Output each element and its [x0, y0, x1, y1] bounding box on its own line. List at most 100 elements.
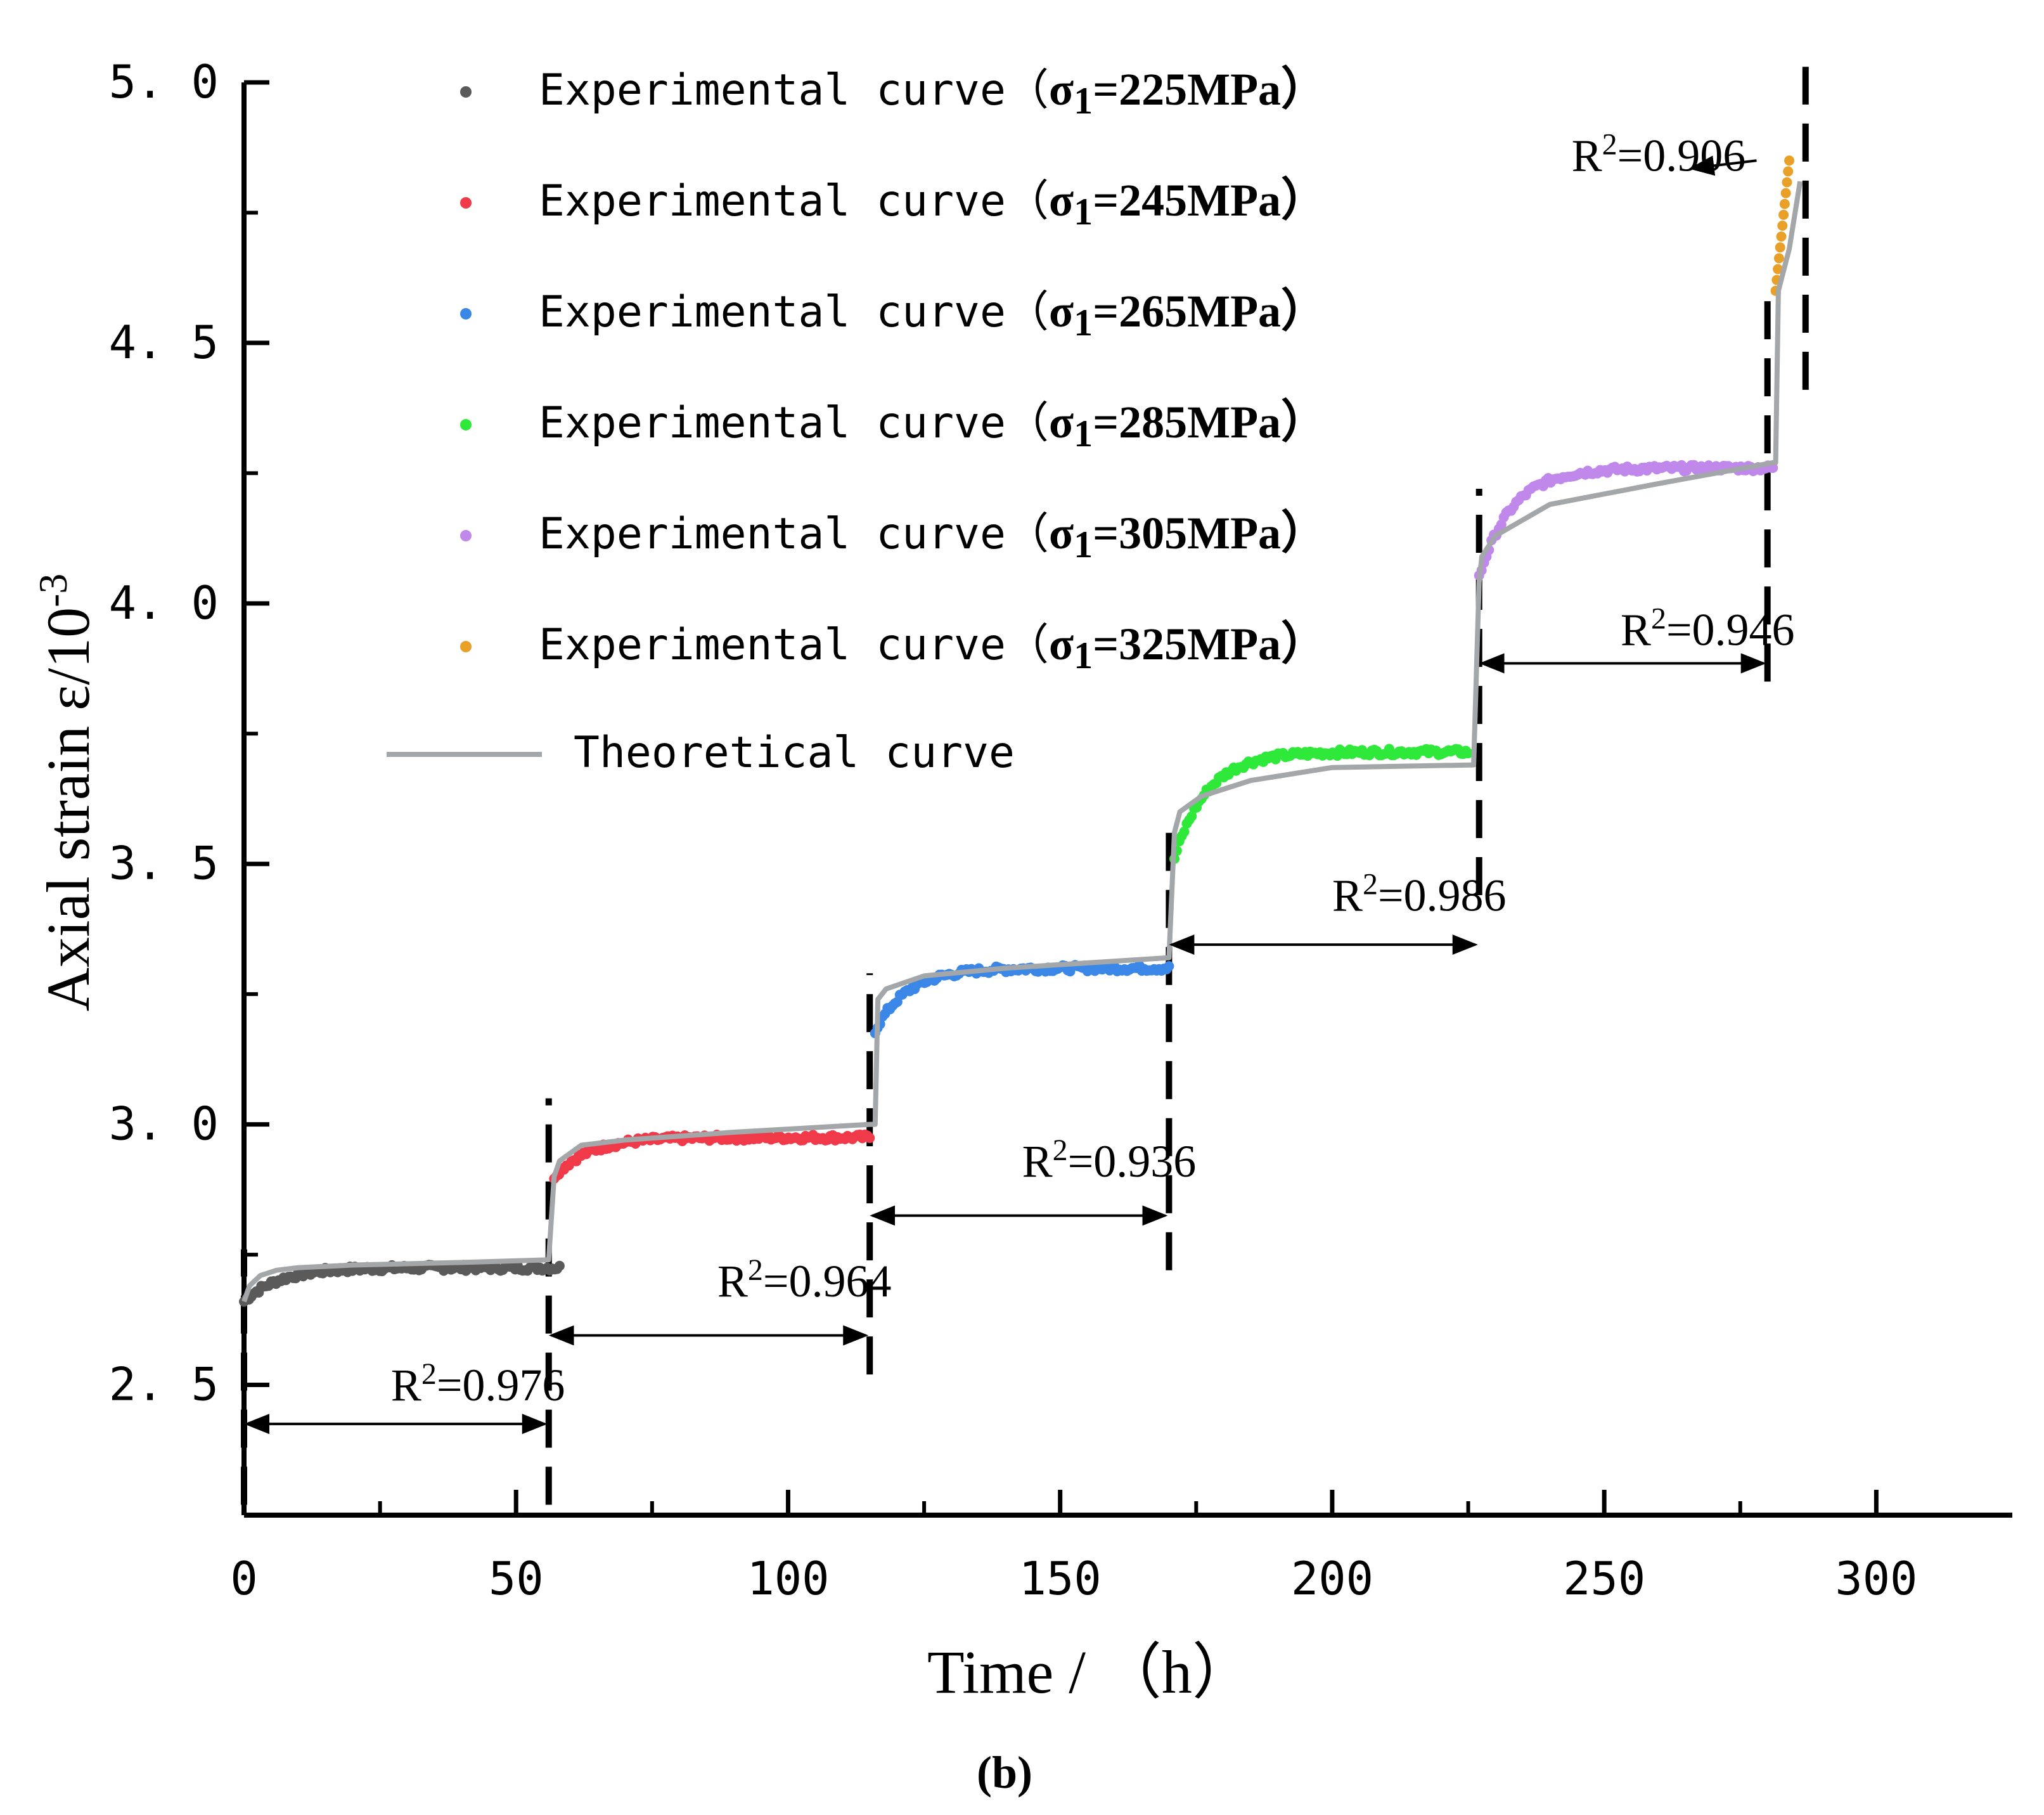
- data-point: [1775, 242, 1785, 253]
- data-point: [1778, 209, 1789, 220]
- data-point: [1783, 166, 1794, 177]
- data-point: [1780, 188, 1791, 198]
- r2-label: R2=0.946: [1621, 602, 1795, 656]
- x-tick-label: 100: [747, 1552, 829, 1605]
- legend-label-prefix: Experimental curve（: [539, 509, 1049, 559]
- legend-label-prefix: Experimental curve（: [539, 620, 1049, 670]
- r2-value: =0.906: [1617, 131, 1746, 181]
- r2-annotation-3: R2=0.936: [870, 1133, 1197, 1226]
- data-point: [1776, 231, 1787, 242]
- r2-symbol: R: [1621, 605, 1651, 656]
- pointer-arrow: [1688, 155, 1757, 176]
- legend-label-prefix: Experimental curve（: [539, 65, 1049, 115]
- legend-label-subscript: 1: [1074, 191, 1093, 233]
- legend-item-3: Experimental curve（σ1=265MPa）: [460, 286, 1327, 344]
- x-axis-title: Time / （h）: [927, 1638, 1253, 1706]
- legend-item-5: Experimental curve（σ1=305MPa）: [460, 508, 1327, 565]
- data-point: [1784, 155, 1795, 166]
- legend: Experimental curve（σ1=225MPa）Experimenta…: [387, 64, 1327, 778]
- legend-marker: [460, 530, 472, 541]
- r2-exponent: 2: [1651, 602, 1666, 635]
- legend-item-2: Experimental curve（σ1=245MPa）: [460, 175, 1327, 233]
- series-4: [1169, 744, 1474, 864]
- r2-annotation-2: R2=0.964: [548, 1253, 892, 1346]
- r2-label: R2=0.906: [1572, 127, 1746, 181]
- legend-marker: [460, 419, 472, 430]
- legend-label-sigma: σ: [1049, 175, 1074, 226]
- r2-value: =0.964: [763, 1256, 892, 1307]
- legend-label-sigma: σ: [1049, 286, 1074, 337]
- r2-annotations: R2=0.976R2=0.964R2=0.936R2=0.986R2=0.946…: [244, 127, 1795, 1435]
- legend-label-prefix: Experimental curve（: [539, 176, 1049, 226]
- data-point: [1773, 253, 1784, 264]
- r2-symbol: R: [1332, 870, 1363, 921]
- legend-label-sigma: σ: [1049, 619, 1074, 669]
- legend-label: Experimental curve（σ1=285MPa）: [539, 397, 1327, 455]
- y-axis-title-text: Axial strain ε/10: [34, 607, 102, 1012]
- legend-item-4: Experimental curve（σ1=285MPa）: [460, 397, 1327, 455]
- data-point: [1777, 221, 1788, 231]
- legend-label: Experimental curve（σ1=305MPa）: [539, 508, 1327, 565]
- legend-label-value: =245MPa）: [1093, 175, 1327, 226]
- legend-label-sigma: σ: [1049, 397, 1074, 448]
- data-point: [1782, 177, 1792, 188]
- r2-label: R2=0.976: [391, 1357, 565, 1411]
- r2-label: R2=0.986: [1332, 867, 1507, 921]
- r2-annotation-4: R2=0.986: [1169, 867, 1507, 955]
- legend-label-value: =325MPa）: [1093, 619, 1327, 669]
- legend-item-6: Experimental curve（σ1=325MPa）: [460, 619, 1327, 676]
- r2-annotation-6: R2=0.906: [1572, 127, 1757, 181]
- r2-label: R2=0.936: [1022, 1133, 1197, 1187]
- x-tick-label: 150: [1019, 1552, 1102, 1605]
- r2-value: =0.976: [437, 1360, 565, 1411]
- legend-label: Experimental curve（σ1=325MPa）: [539, 619, 1327, 676]
- data-point: [1186, 811, 1197, 822]
- legend-label: Experimental curve（σ1=265MPa）: [539, 286, 1327, 344]
- legend-label-prefix: Experimental curve（: [539, 287, 1049, 337]
- r2-value: =0.986: [1378, 870, 1507, 921]
- y-axis-title: Axial strain ε/10-3: [30, 574, 103, 1012]
- legend-item-theoretical: Theoretical curve: [387, 728, 1015, 778]
- figure-caption: (b): [977, 1747, 1032, 1798]
- data-point: [865, 1133, 875, 1144]
- r2-label: R2=0.964: [717, 1253, 892, 1307]
- r2-annotation-5: R2=0.946: [1479, 602, 1795, 674]
- x-tick-label: 250: [1563, 1552, 1645, 1605]
- legend-marker: [460, 641, 472, 652]
- legend-label-value: =285MPa）: [1093, 397, 1327, 448]
- r2-exponent: 2: [1602, 127, 1617, 161]
- x-tick-label: 200: [1291, 1552, 1373, 1605]
- r2-exponent: 2: [1053, 1133, 1068, 1166]
- y-tick-label: 5. 0: [109, 55, 219, 108]
- legend-label-subscript: 1: [1074, 524, 1093, 565]
- axes: 0 50 100 150 200 250 300 2. 5 3. 0 3. 5 4. 0 4. 5 5.…: [109, 55, 2012, 1605]
- stage-dividers: [241, 67, 1809, 1505]
- legend-marker: [460, 197, 472, 209]
- data-point: [1773, 264, 1784, 275]
- data-point: [554, 1260, 565, 1271]
- legend-label-value: =225MPa）: [1093, 64, 1327, 115]
- data-point: [1179, 826, 1190, 837]
- data-point: [1164, 960, 1174, 971]
- theoretical-curve-line: [241, 181, 1803, 1303]
- x-tick-label: 50: [489, 1552, 544, 1605]
- legend-marker: [460, 86, 472, 98]
- y-tick-label: 3. 5: [109, 837, 219, 890]
- y-axis-title-exponent: -3: [30, 574, 75, 607]
- legend-label-subscript: 1: [1074, 302, 1093, 344]
- r2-symbol: R: [717, 1256, 748, 1307]
- y-tick-label: 4. 5: [109, 316, 219, 369]
- series-6: [1770, 155, 1795, 296]
- legend-label-value: =265MPa）: [1093, 286, 1327, 337]
- r2-exponent: 2: [421, 1357, 437, 1391]
- y-tick-label: 4. 0: [109, 576, 219, 630]
- r2-symbol: R: [1572, 131, 1602, 181]
- legend-item-1: Experimental curve（σ1=225MPa）: [460, 64, 1327, 122]
- data-point: [1463, 748, 1474, 759]
- x-tick-label: 0: [230, 1552, 257, 1605]
- series-2: [549, 1129, 875, 1184]
- legend-marker: [460, 308, 472, 320]
- legend-label-subscript: 1: [1074, 413, 1093, 455]
- legend-label: Experimental curve（σ1=225MPa）: [539, 64, 1327, 122]
